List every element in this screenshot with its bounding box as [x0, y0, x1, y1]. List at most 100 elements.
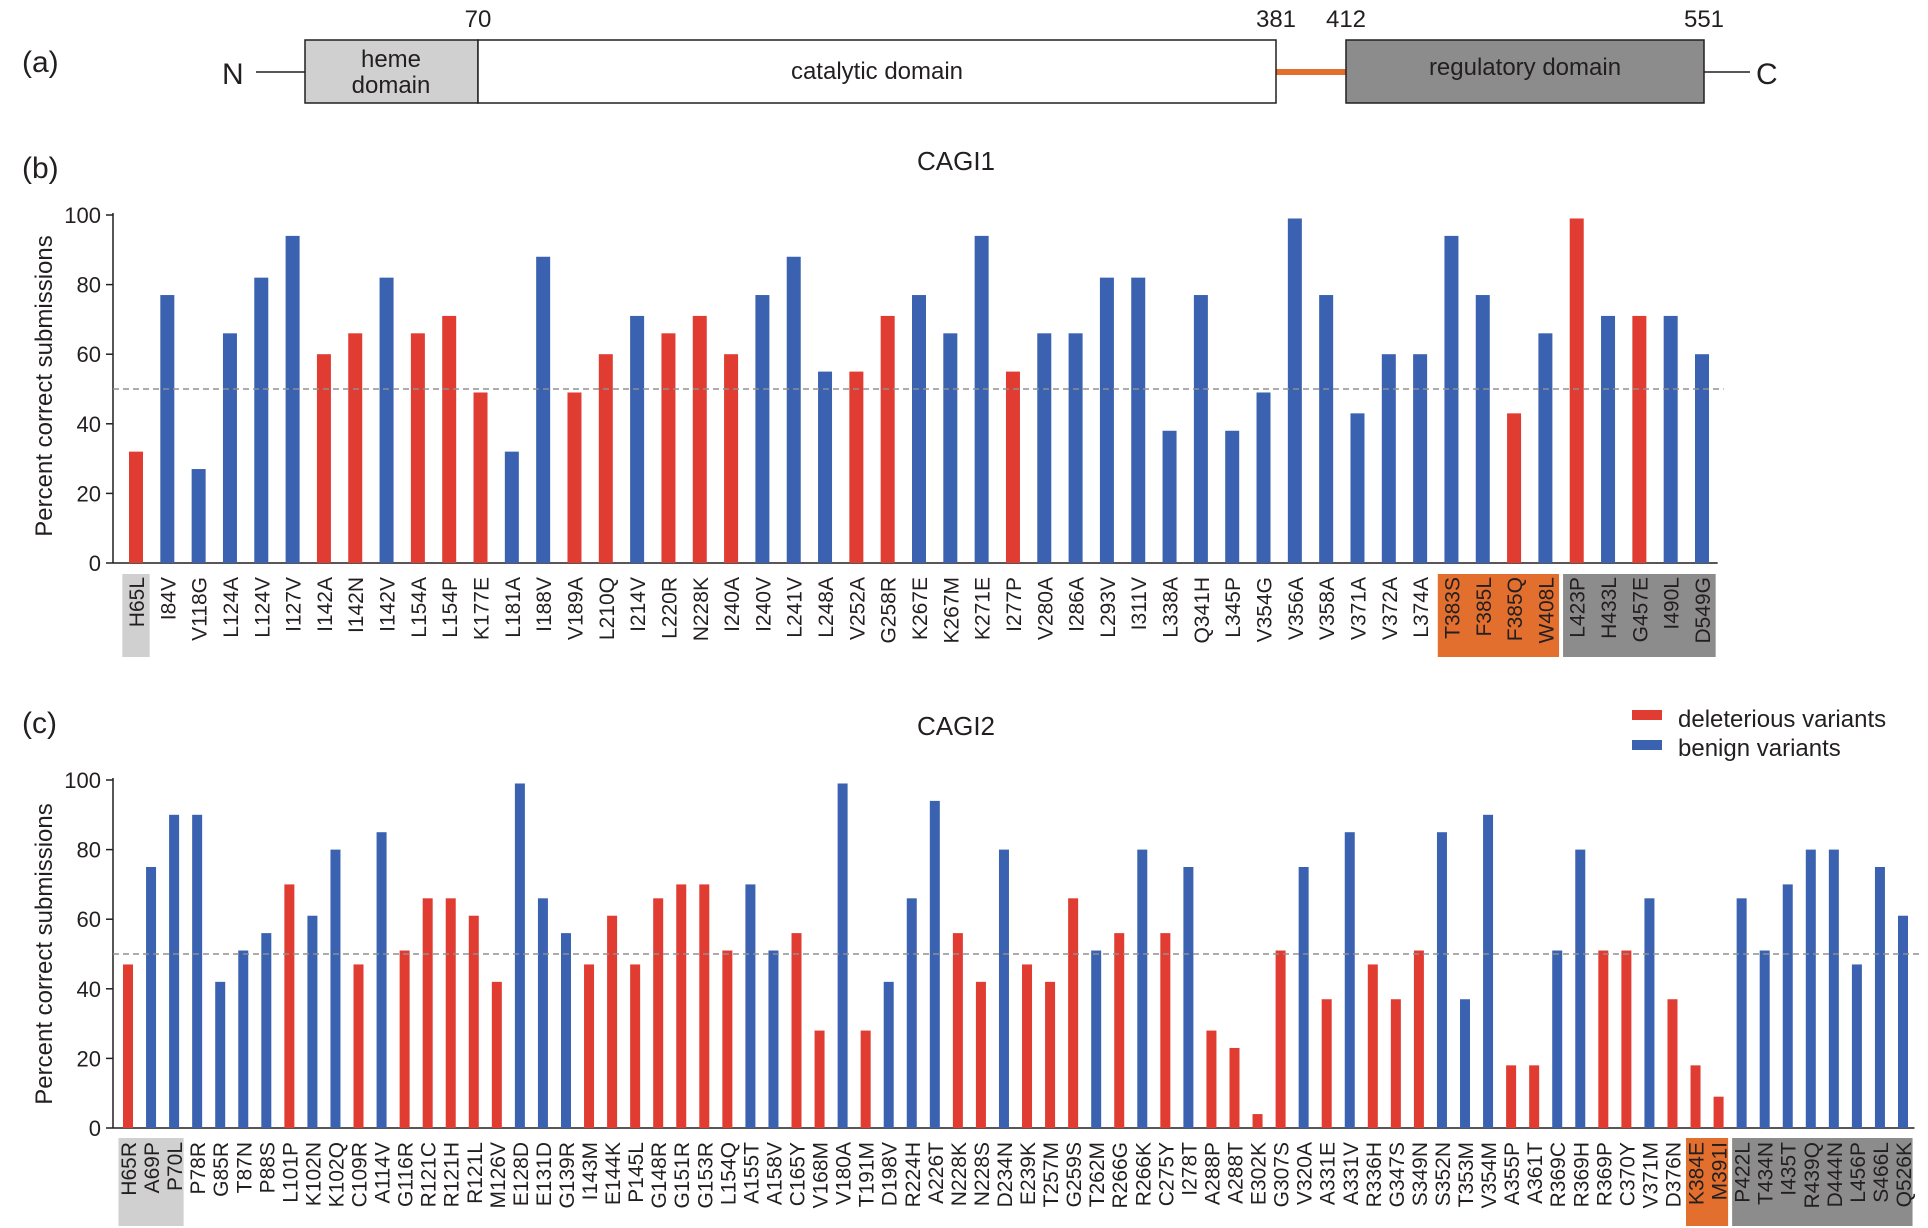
bar-R121C [422, 898, 433, 1128]
bar-L374A [1413, 354, 1428, 563]
bar-V252A [849, 371, 864, 563]
x-tick-label: N228S [971, 1142, 994, 1206]
x-tick-label: R336H [1363, 1142, 1386, 1207]
bar-V356A [1287, 218, 1302, 564]
cagi2-bar-chart: (c) CAGI2 Percent correct submissions de… [22, 706, 1921, 1226]
bar-T383S [1444, 235, 1459, 563]
bar-V320A [1298, 867, 1309, 1128]
bar-W408L [1538, 333, 1553, 563]
legend: deleterious variants benign variants [1632, 706, 1886, 762]
bar-V189A [567, 392, 582, 563]
bar-G151R [676, 884, 687, 1128]
bar-V354G [1256, 392, 1271, 563]
x-tick-label: I188V [533, 577, 556, 632]
bar-A331V [1344, 832, 1355, 1128]
bar-I143M [584, 964, 595, 1128]
x-tick-label: I240V [752, 577, 775, 632]
label-group-regulatory [1563, 574, 1716, 657]
x-tick-label: L220R [658, 577, 681, 639]
bar-Q526K [1898, 915, 1908, 1128]
bar-V358A [1319, 295, 1334, 563]
bar-R121L [468, 915, 479, 1128]
bar-Q341H [1193, 295, 1208, 563]
bar-P78R [192, 814, 203, 1128]
x-tick-label: S349N [1409, 1142, 1432, 1206]
y-tick-label: 20 [77, 1046, 101, 1071]
y-tick-label: 0 [89, 551, 101, 576]
x-tick-label: A331V [1340, 1142, 1363, 1205]
x-tick-label: R439Q [1801, 1142, 1824, 1209]
bar-I311V [1131, 277, 1146, 563]
bar-D444N [1828, 849, 1839, 1128]
x-tick-label: G116R [395, 1142, 418, 1207]
y-tick-label: 80 [77, 273, 101, 298]
bar-I214V [630, 315, 645, 563]
x-tick-label: T87N [233, 1142, 256, 1193]
bar-R439Q [1805, 849, 1816, 1128]
x-tick-label: T434N [1755, 1142, 1778, 1205]
x-tick-label: I277P [1003, 577, 1026, 632]
x-tick-label: I142A [314, 577, 337, 632]
bar-I188V [536, 256, 551, 563]
bar-D376N [1667, 999, 1678, 1128]
x-tick-label: Q341H [1191, 577, 1214, 644]
x-tick-label: V320A [1294, 1142, 1317, 1205]
x-tick-label: H433L [1598, 577, 1621, 639]
bar-I490L [1663, 315, 1678, 563]
n-terminus-label: N [222, 58, 244, 91]
x-tick-label: V118G [189, 577, 212, 641]
catalytic-domain-box [477, 39, 1277, 104]
x-tick-label: T262M [1086, 1142, 1109, 1207]
bar-C370Y [1621, 950, 1632, 1128]
bar-C275Y [1160, 933, 1171, 1128]
y-tick-label: 20 [77, 481, 101, 506]
bar-R224H [906, 898, 917, 1128]
bar-L154A [410, 333, 425, 563]
bar-I240V [755, 295, 770, 563]
x-tick-label: G139R [556, 1142, 579, 1209]
x-tick-label: I286A [1066, 577, 1089, 632]
bar-F385Q [1507, 413, 1522, 563]
x-tick-label: S466L [1870, 1142, 1893, 1203]
bar-L345P [1225, 430, 1240, 563]
x-tick-label: L293V [1097, 577, 1120, 638]
bar-R121H [445, 898, 456, 1128]
boundary-label-412: 412 [1326, 6, 1366, 33]
bar-H433L [1601, 315, 1616, 563]
bar-I84V [160, 295, 175, 563]
x-tick-label: A226T [925, 1142, 948, 1204]
x-tick-label: T257M [1040, 1142, 1063, 1207]
bar-K384E [1690, 1065, 1701, 1128]
x-tick-label: D234N [994, 1142, 1017, 1207]
bar-L124A [222, 333, 237, 563]
x-tick-label: V371M [1639, 1142, 1662, 1209]
bar-L423P [1569, 218, 1584, 564]
x-tick-label: V180A [833, 1142, 856, 1205]
bar-T257M [1045, 981, 1056, 1128]
x-tick-label: R121C [418, 1142, 441, 1207]
x-tick-label: I84V [157, 577, 180, 620]
x-tick-label: V372A [1379, 577, 1402, 640]
bar-R336H [1367, 964, 1378, 1128]
bar-P145L [630, 964, 641, 1128]
bar-E144K [607, 915, 618, 1128]
domain-schematic: (a) N C heme domain catalytic domain reg… [22, 6, 1778, 104]
bar-P70L [169, 814, 180, 1128]
bar-K177E [473, 392, 488, 563]
x-tick-label: G153R [694, 1142, 717, 1209]
bar-G153R [699, 884, 710, 1128]
bar-L220R [661, 333, 676, 563]
x-tick-label: C275Y [1155, 1142, 1178, 1206]
panel-label-c: (c) [22, 707, 57, 740]
x-tick-label: G85R [210, 1142, 233, 1197]
x-tick-label: R369H [1570, 1142, 1593, 1207]
bar-E302K [1252, 1114, 1263, 1128]
y-tick-label: 60 [77, 907, 101, 932]
x-tick-label: M391I [1709, 1142, 1732, 1200]
bar-N228K [952, 933, 963, 1128]
bar-N228K [692, 315, 707, 563]
x-tick-label: L181A [502, 577, 525, 638]
chart-title: CAGI2 [917, 711, 995, 741]
bar-G259S [1068, 898, 1079, 1128]
bar-D234N [998, 849, 1009, 1128]
